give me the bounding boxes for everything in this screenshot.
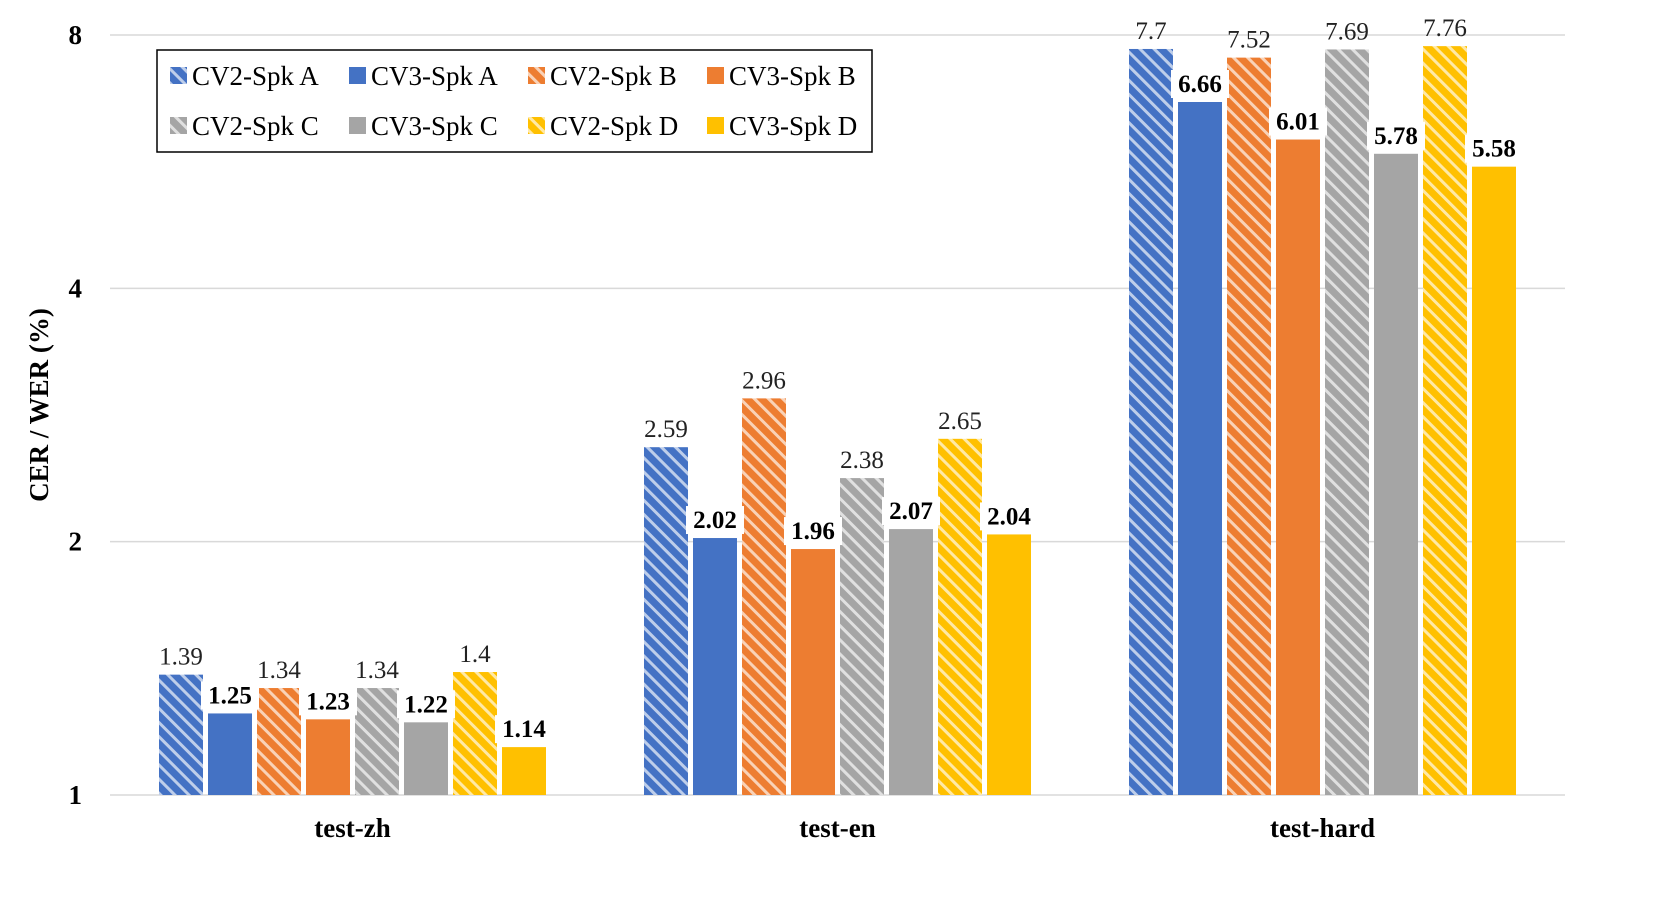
data-label-test-en-cv3-spk-d: 2.04 bbox=[987, 503, 1031, 530]
legend-label-cv3-spk-c: CV3-Spk C bbox=[371, 111, 498, 141]
bar-test-zh-cv2-spk-c bbox=[355, 688, 399, 795]
data-label-bg bbox=[201, 681, 259, 710]
data-label-test-en-cv2-spk-a: 2.59 bbox=[644, 416, 688, 443]
y-axis-ticks: 1 2 4 8 bbox=[69, 20, 83, 810]
x-category-test-zh: test-zh bbox=[314, 813, 390, 843]
data-label-test-en-cv2-spk-d: 2.65 bbox=[938, 408, 982, 435]
bar-test-en-cv2-spk-d bbox=[938, 438, 982, 795]
y-tick-2: 2 bbox=[69, 527, 83, 557]
x-category-test-en: test-en bbox=[799, 813, 875, 843]
bar-test-en-cv3-spk-d bbox=[987, 534, 1031, 795]
data-label-test-zh-cv3-spk-c: 1.22 bbox=[404, 691, 448, 718]
bars bbox=[159, 46, 1516, 796]
legend-label-cv3-spk-b: CV3-Spk B bbox=[729, 61, 856, 91]
legend: CV2-Spk A CV3-Spk A CV2-Spk B CV3-Spk B CV2-… bbox=[156, 49, 873, 153]
legend-swatch-cv3-spk-c bbox=[349, 117, 366, 134]
bar-test-zh-cv3-spk-d bbox=[502, 747, 546, 795]
data-label-test-en-cv3-spk-b: 1.96 bbox=[791, 518, 835, 545]
bar-test-zh-cv2-spk-b bbox=[257, 688, 301, 795]
y-tick-8: 8 bbox=[69, 20, 83, 50]
legend-swatch-cv2-spk-c bbox=[170, 117, 187, 134]
legend-label-cv2-spk-c: CV2-Spk C bbox=[192, 111, 319, 141]
data-label-test-en-cv2-spk-b: 2.96 bbox=[742, 367, 786, 394]
data-label-test-hard-cv2-spk-a: 7.7 bbox=[1135, 18, 1166, 45]
data-label-bg bbox=[686, 506, 744, 535]
data-label-test-zh-cv3-spk-a: 1.25 bbox=[208, 682, 252, 709]
legend-swatch-cv3-spk-d bbox=[707, 117, 724, 134]
bar-test-zh-cv3-spk-c bbox=[404, 722, 448, 795]
data-label-bg bbox=[495, 715, 553, 744]
y-tick-1: 1 bbox=[69, 780, 83, 810]
data-label-test-zh-cv2-spk-a: 1.39 bbox=[159, 644, 203, 671]
data-label-test-hard-cv3-spk-c: 5.78 bbox=[1374, 123, 1418, 150]
legend-swatch-cv2-spk-a bbox=[170, 67, 187, 84]
y-tick-4: 4 bbox=[69, 273, 83, 303]
bar-test-en-cv3-spk-b bbox=[791, 549, 835, 795]
bar-test-zh-cv3-spk-a bbox=[208, 713, 252, 795]
data-label-test-hard-cv2-spk-c: 7.69 bbox=[1325, 18, 1369, 45]
legend-label-cv2-spk-b: CV2-Spk B bbox=[550, 61, 677, 91]
bar-test-hard-cv2-spk-d bbox=[1423, 46, 1467, 795]
data-label-bg bbox=[1465, 134, 1523, 163]
bar-test-hard-cv2-spk-a bbox=[1129, 48, 1173, 796]
legend-box bbox=[156, 49, 873, 153]
bar-test-en-cv2-spk-a bbox=[644, 447, 688, 795]
data-label-test-hard-cv3-spk-d: 5.58 bbox=[1472, 136, 1516, 163]
data-label-test-en-cv3-spk-a: 2.02 bbox=[693, 507, 737, 534]
x-axis-categories: test-zh test-en test-hard bbox=[314, 813, 1375, 843]
data-label-bg bbox=[980, 502, 1038, 531]
data-label-test-zh-cv3-spk-d: 1.14 bbox=[502, 716, 546, 743]
legend-label-cv2-spk-a: CV2-Spk A bbox=[192, 61, 319, 91]
data-label-test-hard-cv2-spk-b: 7.52 bbox=[1227, 27, 1271, 54]
bar-test-hard-cv3-spk-c bbox=[1374, 153, 1418, 796]
bar-test-zh-cv2-spk-a bbox=[159, 674, 203, 795]
legend-label-cv2-spk-d: CV2-Spk D bbox=[550, 111, 678, 141]
bar-test-hard-cv3-spk-d bbox=[1472, 166, 1516, 796]
legend-swatch-cv3-spk-b bbox=[707, 67, 724, 84]
legend-label-cv3-spk-a: CV3-Spk A bbox=[371, 61, 498, 91]
bar-test-en-cv2-spk-c bbox=[840, 478, 884, 795]
data-label-test-hard-cv3-spk-b: 6.01 bbox=[1276, 109, 1320, 136]
legend-swatch-cv2-spk-b bbox=[528, 67, 545, 84]
data-label-bg bbox=[784, 517, 842, 546]
bar-test-hard-cv2-spk-b bbox=[1227, 57, 1271, 796]
data-label-bg bbox=[397, 690, 455, 719]
data-label-test-zh-cv3-spk-b: 1.23 bbox=[306, 688, 350, 715]
y-axis-label: CER / WER (%) bbox=[24, 308, 54, 502]
data-labels: 1.391.251.341.231.341.221.41.142.592.022… bbox=[159, 15, 1523, 744]
data-label-test-hard-cv3-spk-a: 6.66 bbox=[1178, 71, 1222, 98]
bar-test-en-cv3-spk-c bbox=[889, 529, 933, 795]
data-label-test-en-cv3-spk-c: 2.07 bbox=[889, 498, 933, 525]
data-label-test-zh-cv2-spk-b: 1.34 bbox=[257, 657, 301, 684]
data-label-bg bbox=[1269, 107, 1327, 136]
data-label-bg bbox=[882, 497, 940, 526]
data-label-bg bbox=[1171, 70, 1229, 99]
data-label-test-zh-cv2-spk-d: 1.4 bbox=[459, 641, 491, 668]
gridlines bbox=[110, 34, 1565, 796]
legend-label-cv3-spk-d: CV3-Spk D bbox=[729, 111, 857, 141]
legend-swatch-cv2-spk-d bbox=[528, 117, 545, 134]
data-label-bg bbox=[1367, 121, 1425, 150]
bar-test-en-cv3-spk-a bbox=[693, 538, 737, 795]
bar-test-zh-cv3-spk-b bbox=[306, 719, 350, 795]
data-label-test-en-cv2-spk-c: 2.38 bbox=[840, 447, 884, 474]
bar-test-hard-cv2-spk-c bbox=[1325, 49, 1369, 796]
data-label-bg bbox=[299, 687, 357, 716]
x-category-test-hard: test-hard bbox=[1270, 813, 1375, 843]
bar-test-hard-cv3-spk-a bbox=[1178, 102, 1222, 796]
bar-test-zh-cv2-spk-d bbox=[453, 672, 497, 795]
bar-test-hard-cv3-spk-b bbox=[1276, 139, 1320, 796]
data-label-test-zh-cv2-spk-c: 1.34 bbox=[355, 657, 399, 684]
data-label-test-hard-cv2-spk-d: 7.76 bbox=[1423, 15, 1467, 42]
legend-swatch-cv3-spk-a bbox=[349, 67, 366, 84]
bar-test-en-cv2-spk-b bbox=[742, 398, 786, 795]
